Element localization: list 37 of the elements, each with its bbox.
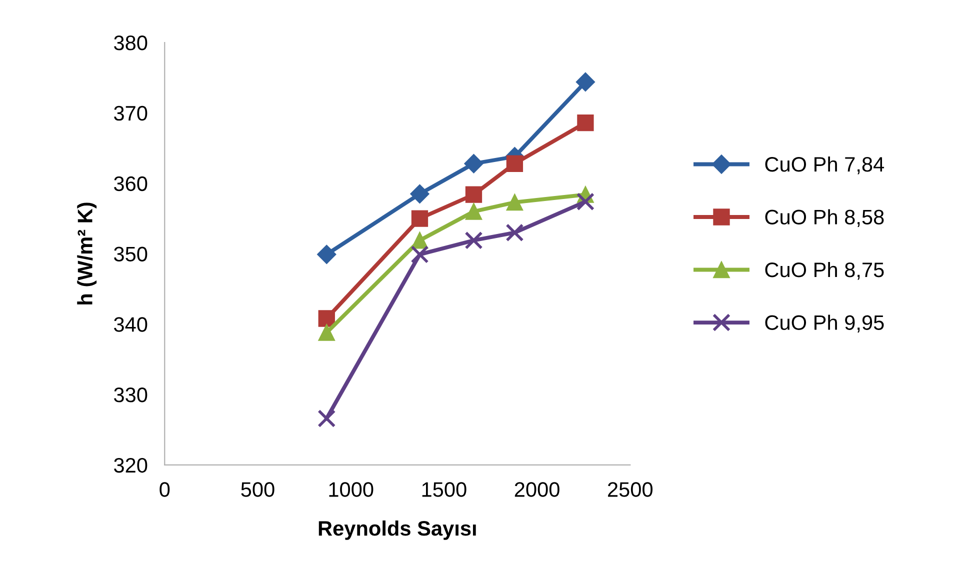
point [411,232,428,249]
y-tick-label: 320 [114,458,148,473]
x-tick-label: 0 [160,482,170,497]
point [465,186,482,203]
x-tick-label: 1000 [329,482,374,497]
point [506,155,524,172]
point [576,72,595,92]
point [506,194,524,211]
x-tick-label: 2000 [514,482,560,497]
point [465,203,482,220]
y-tick-label: 380 [114,36,148,50]
legend-label: CuO Ph 7,84 [765,156,884,174]
point [411,210,428,227]
point [318,324,335,341]
point [318,409,336,428]
x-tick-label: 2500 [608,482,652,497]
y-tick-label: 360 [114,176,148,192]
point [464,154,484,174]
point [410,245,429,264]
point [410,184,430,204]
x-tick-label: 500 [241,482,274,497]
point [506,224,524,242]
y-axis-title: h (W/m² K) [77,202,97,304]
legend-label: CuO Ph 8,75 [765,262,884,280]
x-tick-label: 1500 [422,482,466,497]
x-axis-title: Reynolds Sayısı [318,520,476,540]
y-tick-label: 370 [114,106,148,121]
point [464,231,483,250]
point [576,192,594,211]
y-tick-label: 340 [114,317,148,332]
y-tick-label: 350 [114,246,148,262]
point [317,244,336,264]
point [318,310,335,327]
legend-label: CuO Ph 9,95 [765,314,884,332]
point [577,114,594,132]
legend-label: CuO Ph 8,58 [765,209,884,227]
y-tick-label: 330 [114,388,148,402]
